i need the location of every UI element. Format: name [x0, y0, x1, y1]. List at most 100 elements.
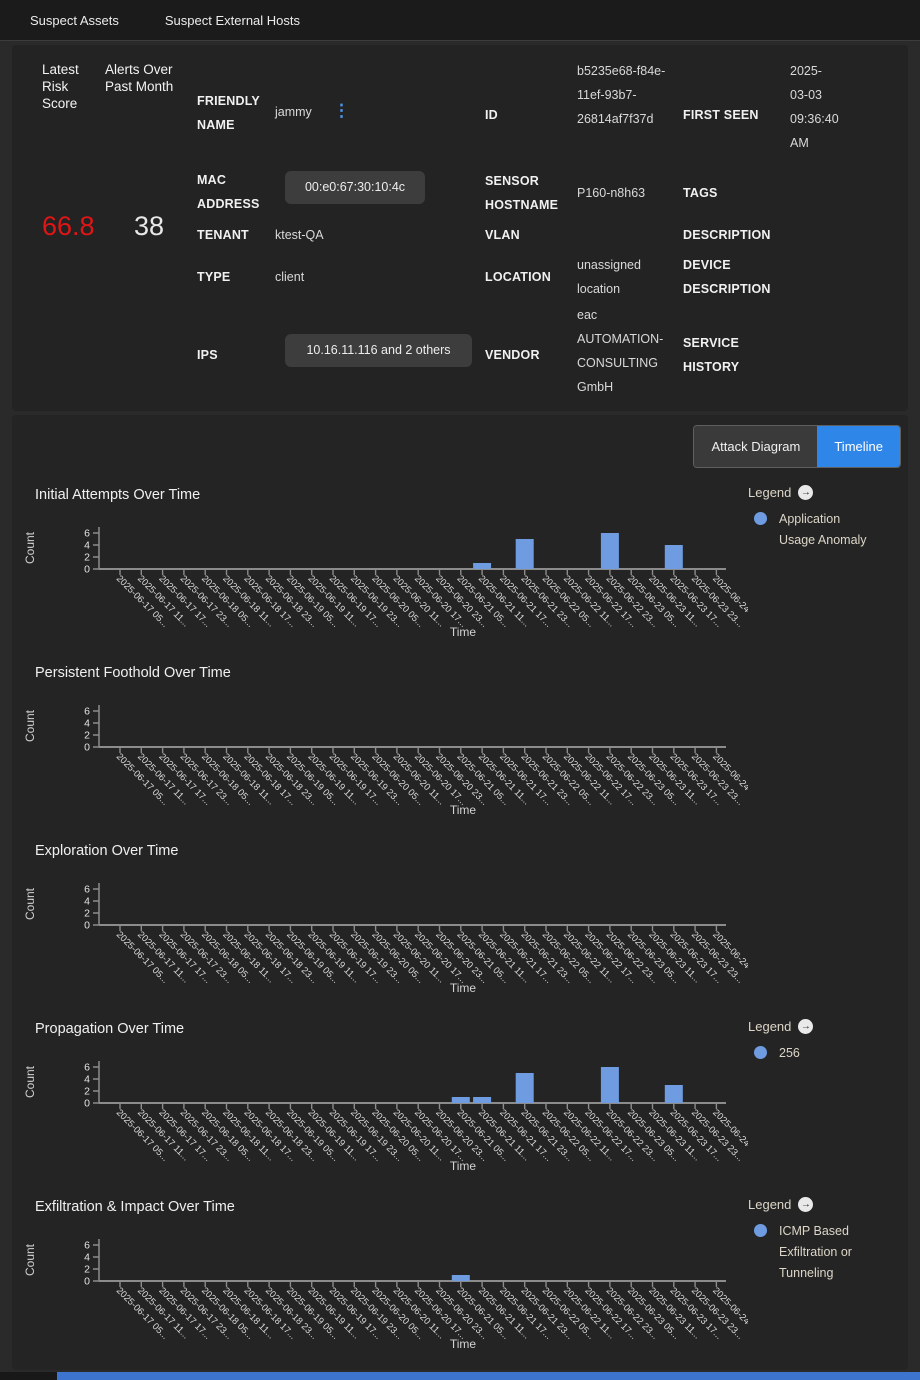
friendly-name-label: FRIENDLY NAME — [197, 94, 260, 132]
x-axis-title: Time — [450, 1159, 477, 1173]
chart-legend: Legend → 256 — [748, 1019, 900, 1070]
y-tick-label: 6 — [84, 1062, 90, 1074]
chart-exfiltration-impact: Exfiltration & Impact Over Time 0 2 4 6 2025… — [12, 1197, 908, 1370]
legend-dot-icon — [754, 512, 767, 525]
chart-initial-attempts: Initial Attempts Over Time 0 2 4 6 2025-06-1… — [12, 485, 908, 663]
timeline-button[interactable]: Timeline — [817, 426, 900, 467]
legend-dot-icon — [754, 1046, 767, 1059]
legend-item[interactable]: Application Usage Anomaly — [748, 509, 900, 551]
y-tick-label: 4 — [84, 1074, 90, 1086]
y-tick-label: 0 — [84, 1276, 90, 1288]
vendor-label: VENDOR — [485, 348, 540, 362]
chart-legend: Legend → ICMP Based Exfiltration or Tunn… — [748, 1197, 900, 1290]
bar — [451, 1097, 470, 1103]
type-value: client — [275, 270, 305, 284]
legend-dot-icon — [754, 1224, 767, 1237]
y-tick-label: 2 — [84, 552, 90, 564]
attack-diagram-button[interactable]: Attack Diagram — [694, 426, 818, 467]
alerts-over-past-month-value: 38 — [133, 211, 165, 241]
y-axis-title: Count — [23, 1243, 37, 1276]
bar — [664, 545, 683, 569]
vlan-label: VLAN — [485, 228, 520, 242]
legend-item-label: ICMP Based Exfiltration or Tunneling — [779, 1224, 852, 1280]
chart-propagation: Propagation Over Time 0 2 4 6 2025-06-17 05.… — [12, 1019, 908, 1197]
legend-title: Legend — [748, 1197, 792, 1212]
legend-collapse-icon[interactable]: → — [798, 1197, 814, 1212]
location-value: unassigned location — [577, 258, 641, 296]
chart-exploration: Exploration Over Time 0 2 4 6 2025-06-17 05.… — [12, 841, 908, 1019]
view-toggle-group: Attack Diagram Timeline — [693, 425, 901, 468]
legend-item[interactable]: 256 — [748, 1043, 900, 1064]
y-tick-label: 0 — [84, 742, 90, 754]
location-label: LOCATION — [485, 270, 551, 284]
legend-item-label: Application Usage Anomaly — [779, 512, 867, 547]
bar — [664, 1085, 683, 1103]
bar — [600, 533, 619, 569]
asset-details-card: Latest Risk Score 66.8 Alerts Over Past … — [12, 45, 908, 411]
y-tick-label: 0 — [84, 1098, 90, 1110]
y-tick-label: 4 — [84, 718, 90, 730]
y-tick-label: 4 — [84, 540, 90, 552]
legend-item[interactable]: ICMP Based Exfiltration or Tunneling — [748, 1221, 900, 1284]
chart-title: Propagation Over Time — [35, 1021, 185, 1037]
legend-title: Legend — [748, 485, 792, 500]
tab-suspect-external-hosts[interactable]: Suspect External Hosts — [164, 12, 301, 28]
horizontal-scrollbar-track — [0, 1372, 920, 1380]
bar — [515, 539, 534, 569]
chart-title: Exploration Over Time — [35, 843, 179, 859]
bar — [473, 563, 492, 569]
y-tick-label: 0 — [84, 564, 90, 576]
y-tick-label: 2 — [84, 908, 90, 920]
x-axis-title: Time — [450, 803, 477, 817]
y-tick-label: 2 — [84, 1086, 90, 1098]
x-axis-title: Time — [450, 981, 477, 995]
bar — [473, 1097, 492, 1103]
risk-score-label: Latest Risk Score — [42, 62, 79, 111]
mac-address-chip[interactable]: 00:e0:67:30:10:4c — [285, 171, 425, 204]
y-tick-label: 0 — [84, 920, 90, 932]
sensor-hostname-value: P160-n8h63 — [577, 186, 646, 200]
chart-persistent-foothold: Persistent Foothold Over Time 0 2 4 6 2025-0… — [12, 663, 908, 841]
top-tab-bar: Suspect Assets Suspect External Hosts — [0, 0, 920, 41]
bar — [451, 1275, 470, 1281]
attack-timeline-card: Attack Diagram Timeline Initial Attempts… — [12, 415, 908, 1370]
kebab-menu-icon[interactable]: ⋮ — [333, 101, 350, 120]
horizontal-scrollbar-thumb[interactable] — [57, 1372, 920, 1380]
ips-chip[interactable]: 10.16.11.116 and 2 others — [285, 334, 472, 367]
y-tick-label: 6 — [84, 884, 90, 896]
chart-title: Persistent Foothold Over Time — [35, 665, 231, 681]
y-axis-title: Count — [23, 1065, 37, 1098]
y-tick-label: 4 — [84, 896, 90, 908]
y-tick-label: 6 — [84, 1240, 90, 1252]
alerts-over-past-month-label: Alerts Over Past Month — [105, 62, 174, 94]
x-axis-title: Time — [450, 1337, 477, 1351]
y-axis-title: Count — [23, 531, 37, 564]
tab-suspect-assets[interactable]: Suspect Assets — [30, 12, 119, 28]
vendor-value: eac AUTOMATION-CONSULTING GmbH — [577, 308, 664, 394]
tenant-value: ktest-QA — [275, 228, 324, 242]
type-label: TYPE — [197, 270, 231, 284]
x-axis-title: Time — [450, 625, 477, 639]
service-history-label: SERVICE HISTORY — [683, 336, 740, 374]
y-tick-label: 2 — [84, 730, 90, 742]
y-axis-title: Count — [23, 709, 37, 742]
tags-label: TAGS — [683, 186, 718, 200]
device-description-label: DEVICE DESCRIPTION — [683, 258, 771, 296]
id-label: ID — [485, 108, 498, 122]
legend-item-label: 256 — [779, 1046, 800, 1060]
legend-collapse-icon[interactable]: → — [798, 485, 814, 500]
y-axis-title: Count — [23, 887, 37, 920]
bar — [600, 1067, 619, 1103]
id-value: b5235e68-f84e-11ef-93b7-26814af7f37d — [577, 64, 666, 126]
tenant-label: TENANT — [197, 228, 249, 242]
legend-collapse-icon[interactable]: → — [798, 1019, 814, 1034]
sensor-hostname-label: SENSOR HOSTNAME — [485, 174, 559, 212]
chart-legend: Legend → Application Usage Anomaly — [748, 485, 900, 557]
description-label: DESCRIPTION — [683, 228, 771, 242]
first-seen-label: FIRST SEEN — [683, 108, 759, 122]
